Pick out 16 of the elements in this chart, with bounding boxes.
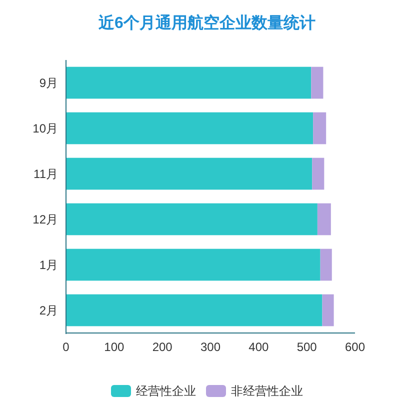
y-tick-label: 11月 (34, 166, 58, 181)
x-tick-label: 0 (62, 340, 70, 354)
x-tick-label: 600 (344, 340, 366, 354)
y-tick-label: 10月 (32, 121, 58, 136)
legend-label: 经营性企业 (136, 384, 196, 398)
x-tick-label: 200 (152, 340, 173, 354)
x-tick-label: 400 (248, 340, 269, 354)
x-tick-label: 500 (296, 340, 318, 354)
y-tick-label: 12月 (32, 212, 58, 226)
y-tick-label: 9月 (39, 76, 58, 90)
y-tick-label: 1月 (39, 258, 58, 272)
x-tick-label: 100 (104, 340, 124, 354)
title: 近6个月通用航空企业数量统计 (98, 15, 316, 32)
legend-label: 非经营性企业 (231, 384, 303, 398)
y-tick-label: 2月 (39, 303, 58, 318)
x-tick-label: 300 (200, 340, 221, 354)
